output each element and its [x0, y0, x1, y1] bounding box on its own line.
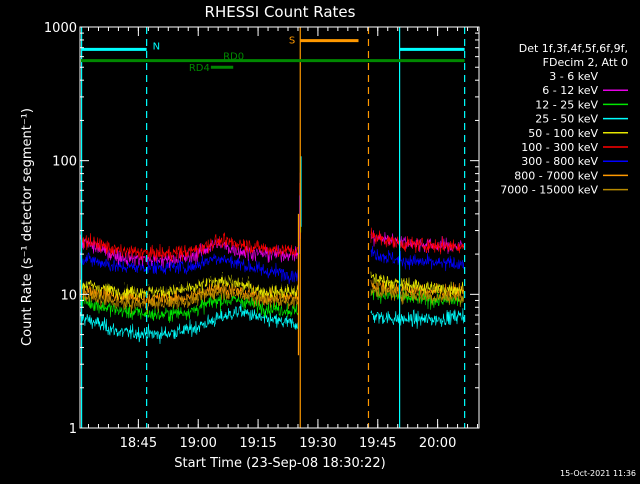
- legend-header-line-2: FDecim 2, Att 0: [543, 56, 628, 69]
- x-tick-label-4: 19:45: [359, 436, 396, 451]
- x-tick-label-2: 19:15: [239, 436, 276, 451]
- legend-label-7: 800 - 7000 keV: [514, 169, 598, 182]
- legend-label-4: 50 - 100 keV: [528, 127, 598, 140]
- chart-title: RHESSI Count Rates: [205, 3, 356, 21]
- series-trace-6: [80, 245, 465, 285]
- series-trace-8: [80, 279, 465, 315]
- legend-label-2: 12 - 25 keV: [535, 98, 598, 111]
- y-axis-label: Count Rate (s⁻¹ detector segment⁻¹): [20, 108, 35, 346]
- x-tick-label-1: 19:00: [179, 436, 216, 451]
- footer-timestamp: 15-Oct-2021 11:36: [560, 469, 636, 478]
- x-axis-label: Start Time (23-Sep-08 18:30:22): [174, 456, 385, 471]
- legend-label-6: 300 - 800 keV: [521, 155, 598, 168]
- y-tick-label-1: 10: [60, 288, 77, 303]
- x-tick-label-0: 18:45: [120, 436, 157, 451]
- y-tick-label-2: 100: [52, 155, 77, 170]
- legend-label-0: 3 - 6 keV: [549, 70, 598, 83]
- legend: Det 1f,3f,4f,5f,6f,9f, FDecim 2, Att 0 3…: [500, 42, 628, 197]
- series-trace-5: [80, 227, 465, 262]
- plot-frame: [79, 26, 480, 429]
- legend-header-line-1: Det 1f,3f,4f,5f,6f,9f,: [519, 42, 628, 55]
- flag-label-S: S: [289, 36, 295, 47]
- legend-label-5: 100 - 300 keV: [521, 141, 598, 154]
- x-tick-label-5: 20:00: [419, 436, 456, 451]
- y-tick-label-3: 1000: [44, 21, 77, 36]
- flag-label-RD4: RD4: [189, 63, 210, 74]
- series-trace-3: [80, 301, 465, 345]
- axes: 1 10 100 1000 18:45 19:00 19:15 19:30 19:45 20:00: [44, 21, 480, 451]
- flag-label-RD0: RD0: [223, 52, 244, 63]
- flag-label-N: N: [153, 42, 160, 53]
- legend-label-3: 25 - 50 keV: [535, 113, 598, 126]
- legend-label-1: 6 - 12 keV: [542, 84, 598, 97]
- legend-label-8: 7000 - 15000 keV: [500, 184, 598, 197]
- flag-bars: N S RD0 RD4: [80, 36, 465, 74]
- y-tick-label-0: 1: [69, 422, 77, 437]
- vertical-markers: [80, 27, 466, 428]
- x-tick-label-3: 19:30: [299, 436, 336, 451]
